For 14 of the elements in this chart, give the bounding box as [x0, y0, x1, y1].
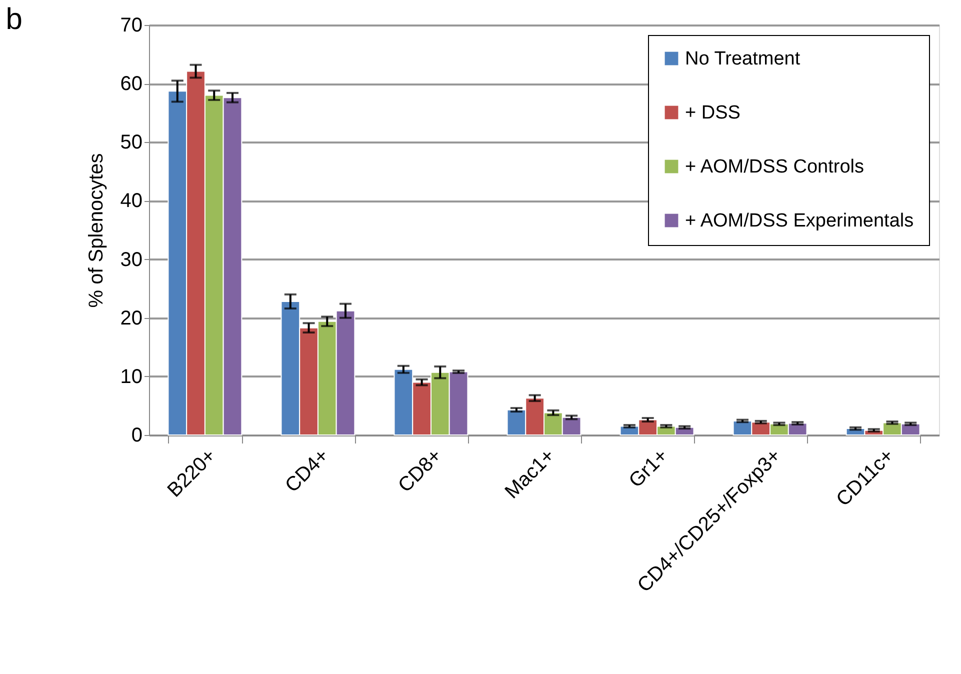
y-tick-label: 30: [120, 248, 142, 271]
legend-label: No Treatment: [685, 48, 801, 70]
y-tick-label: 60: [120, 73, 142, 96]
y-tick-label: 50: [120, 132, 142, 154]
legend-label: + AOM/DSS Controls: [685, 156, 864, 178]
y-tick-label: 70: [120, 14, 142, 36]
y-tick-label: 0: [131, 424, 142, 446]
y-tick-label: 10: [120, 366, 142, 388]
chart-title: b: [6, 3, 22, 36]
y-tick-label: 20: [120, 307, 142, 330]
y-tick-label: 40: [120, 190, 142, 212]
y-axis-title: % of Splenocytes: [85, 153, 108, 308]
legend-label: + DSS: [685, 102, 740, 124]
legend-label: + AOM/DSS Experimentals: [685, 210, 914, 232]
